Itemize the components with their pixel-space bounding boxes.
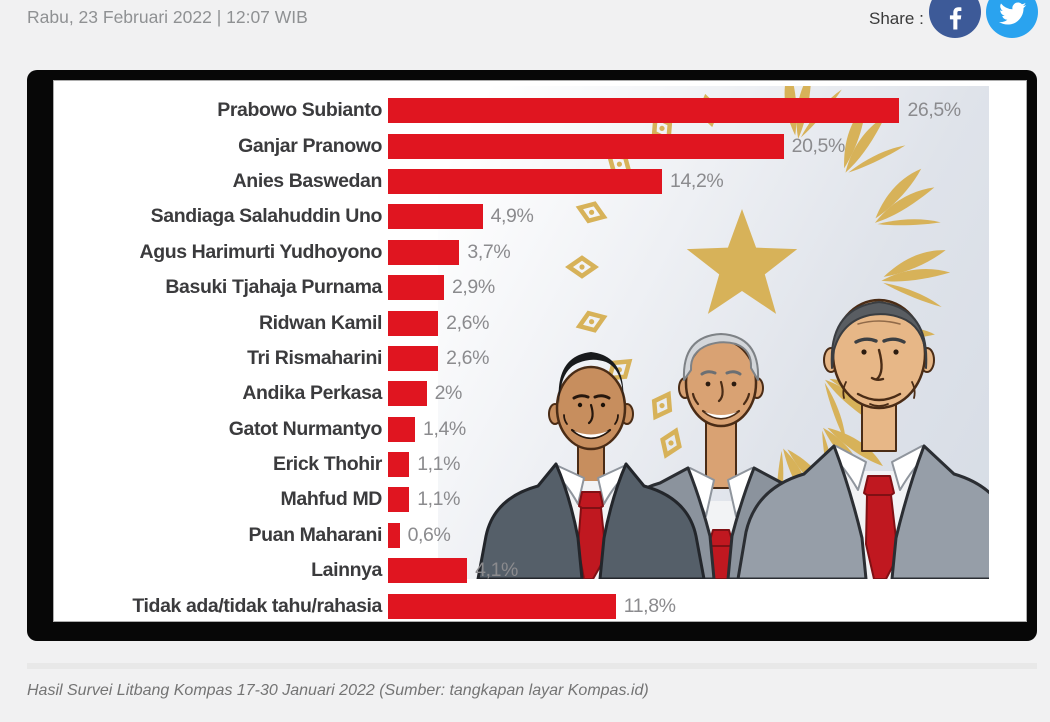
candidate-label: Ganjar Pranowo (238, 134, 382, 157)
value-label: 2,6% (446, 311, 490, 334)
chart-row: Ridwan Kamil 2,6% (54, 305, 1026, 340)
chart-row: Agus Harimurti Yudhoyono 3,7% (54, 235, 1026, 270)
facebook-share-button[interactable] (929, 0, 981, 38)
value-label: 1,4% (423, 417, 466, 440)
candidates-illustration (438, 86, 989, 579)
value-label: 1,1% (417, 453, 461, 476)
value-bar (388, 133, 784, 159)
candidate-label: Tri Rismaharini (247, 346, 382, 369)
divider (27, 663, 1037, 669)
value-bar (388, 98, 900, 124)
chart-row: Anies Baswedan 14,2% (54, 164, 1026, 199)
chart-row: Andika Perkasa 2% (54, 376, 1026, 411)
value-bar (388, 204, 483, 230)
value-bar (388, 487, 410, 513)
candidate-label: Lainnya (311, 559, 382, 582)
value-bar (388, 558, 468, 584)
chart-row: Prabowo Subianto 26,5% (54, 93, 1026, 128)
candidate-label: Prabowo Subianto (217, 99, 382, 122)
candidate-label: Basuki Tjahaja Purnama (165, 276, 382, 299)
candidate-label: Tidak ada/tidak tahu/rahasia (132, 594, 382, 617)
candidate-label: Mahfud MD (280, 488, 383, 511)
chart-row: Ganjar Pranowo 20,5% (54, 128, 1026, 163)
value-label: 11,8% (623, 594, 676, 617)
value-label: 20,5% (791, 134, 846, 157)
value-label: 2% (434, 382, 463, 405)
survey-infographic: Prabowo Subianto 26,5% Ganjar Pranowo 20,5%… (27, 70, 1037, 641)
value-bar (388, 452, 410, 478)
value-label: 3,7% (467, 240, 511, 263)
value-bar (388, 345, 439, 371)
chart-row: Sandiaga Salahuddin Uno 4,9% (54, 199, 1026, 234)
candidate-label: Sandiaga Salahuddin Uno (150, 205, 383, 228)
value-label: 0,6% (407, 523, 451, 546)
share-label: Share : (869, 9, 924, 28)
value-bar (388, 381, 427, 407)
value-label: 4,9% (490, 205, 534, 228)
candidate-label: Puan Maharani (248, 523, 383, 546)
chart-row: Tri Rismaharini 2,6% (54, 341, 1026, 376)
value-label: 2,6% (446, 346, 490, 369)
value-bar (388, 168, 663, 194)
value-bar (388, 416, 416, 442)
chart-row: Gatot Nurmantyo 1,4% (54, 412, 1026, 447)
chart-row: Erick Thohir 1,1% (54, 447, 1026, 482)
candidate-label: Agus Harimurti Yudhoyono (139, 240, 383, 263)
gold-star-wreath-emblem (569, 86, 952, 520)
value-bar (388, 239, 460, 265)
chart-row: Mahfud MD 1,1% (54, 482, 1026, 517)
candidate-label: Gatot Nurmantyo (228, 417, 383, 440)
candidate-label: Anies Baswedan (232, 169, 383, 192)
chart-row: Puan Maharani 0,6% (54, 518, 1026, 553)
chart-row: Lainnya 4,1% (54, 553, 1026, 588)
candidate-figure-right (736, 298, 989, 579)
candidate-label: Andika Perkasa (242, 382, 382, 405)
image-caption: Hasil Survei Litbang Kompas 17-30 Januar… (27, 682, 649, 699)
candidate-label: Erick Thohir (273, 453, 382, 476)
value-label: 14,2% (670, 169, 724, 192)
gold-star (686, 209, 798, 314)
facebook-icon (949, 7, 962, 30)
article-date: Rabu, 23 Februari 2022 | 12:07 WIB (27, 7, 308, 27)
value-bar (388, 310, 439, 336)
value-bar (388, 522, 400, 548)
bar-chart: Prabowo Subianto 26,5% Ganjar Pranowo 20,5%… (54, 93, 1026, 621)
value-bar (388, 593, 616, 619)
twitter-icon (999, 2, 1027, 25)
infographic-panel: Prabowo Subianto 26,5% Ganjar Pranowo 20,5%… (53, 80, 1027, 622)
candidate-figure-left (476, 352, 706, 579)
candidate-label: Ridwan Kamil (258, 311, 382, 334)
value-label: 4,1% (475, 559, 518, 582)
chart-row: Basuki Tjahaja Purnama 2,9% (54, 270, 1026, 305)
twitter-share-button[interactable] (986, 0, 1038, 38)
value-bar (388, 275, 444, 301)
value-label: 2,9% (451, 276, 495, 299)
value-label: 26,5% (907, 99, 961, 122)
chart-row: Tidak ada/tidak tahu/rahasia 11,8% (54, 588, 1026, 621)
value-label: 1,1% (417, 488, 461, 511)
